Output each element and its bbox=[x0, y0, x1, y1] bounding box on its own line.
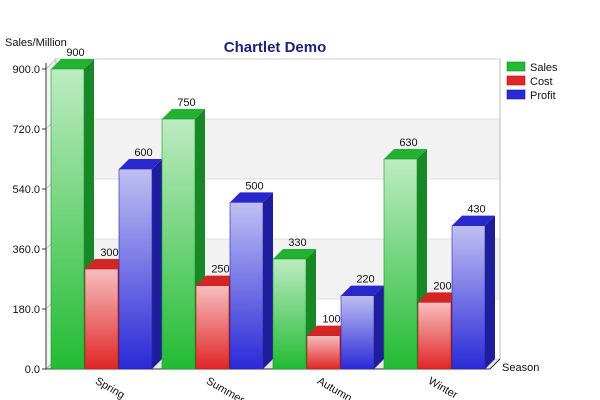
data-label-sales-autumn: 330 bbox=[288, 237, 306, 249]
legend-swatch-sales bbox=[506, 61, 526, 72]
bar-front bbox=[50, 68, 85, 370]
data-label-sales-winter: 630 bbox=[399, 137, 417, 149]
bar-front bbox=[340, 295, 375, 370]
y-tick-label: 540.0 bbox=[12, 184, 40, 196]
data-label-cost-winter: 200 bbox=[433, 280, 451, 292]
plot-band bbox=[56, 59, 500, 119]
bar-side bbox=[152, 159, 162, 369]
chart-title: Chartlet Demo bbox=[224, 39, 327, 56]
bars bbox=[50, 59, 495, 370]
x-tick-label: Summer bbox=[204, 375, 246, 400]
y-tick-label: 720.0 bbox=[12, 124, 40, 136]
data-label-sales-spring: 900 bbox=[66, 47, 84, 59]
bar-side bbox=[374, 285, 384, 369]
bar-side bbox=[485, 215, 495, 369]
y-tick-label: 360.0 bbox=[12, 244, 40, 256]
bar-front bbox=[229, 202, 264, 370]
x-tick-label: Winter bbox=[426, 375, 460, 400]
bar-front bbox=[195, 285, 230, 370]
bar-top bbox=[307, 325, 350, 336]
bar-front bbox=[417, 302, 452, 370]
y-tick-label: 180.0 bbox=[12, 304, 40, 316]
data-label-profit-spring: 600 bbox=[134, 147, 152, 159]
bar-top bbox=[418, 292, 461, 303]
bar-top bbox=[51, 59, 94, 69]
legend-label-sales: Sales bbox=[530, 62, 558, 74]
data-labels: 900 300 600 750 250 500 330 100 220 630 200 430 bbox=[66, 47, 485, 326]
bar-front bbox=[84, 268, 119, 370]
bar-front bbox=[306, 335, 341, 370]
bar-profit-summer bbox=[229, 192, 273, 370]
bar-front bbox=[118, 168, 153, 370]
bar-profit-autumn bbox=[340, 285, 384, 370]
x-tick-label: Autumn bbox=[315, 375, 354, 400]
data-label-cost-autumn: 100 bbox=[322, 314, 340, 326]
bar-front bbox=[161, 118, 196, 370]
x-axis-label: Season bbox=[502, 362, 539, 374]
x-axis-depth-line bbox=[489, 358, 501, 370]
bar-profit-winter bbox=[451, 215, 495, 370]
data-label-profit-summer: 500 bbox=[245, 180, 263, 192]
bar-top bbox=[452, 215, 495, 226]
bar-top bbox=[85, 259, 128, 269]
bar-top bbox=[119, 159, 162, 169]
bar-top bbox=[384, 149, 427, 159]
bar-side bbox=[263, 192, 273, 369]
legend-swatch-profit bbox=[506, 89, 526, 100]
data-label-cost-spring: 300 bbox=[100, 247, 118, 259]
bar-top bbox=[162, 109, 205, 119]
legend: Sales Cost Profit bbox=[506, 61, 558, 102]
data-label-profit-autumn: 220 bbox=[356, 274, 374, 286]
y-axis-label: Sales/Million bbox=[5, 37, 67, 49]
legend-label-cost: Cost bbox=[530, 76, 553, 88]
y-tick-label: 900.0 bbox=[12, 64, 40, 76]
legend-swatch-cost bbox=[506, 75, 526, 86]
data-label-profit-winter: 430 bbox=[467, 204, 485, 216]
bar-top bbox=[273, 249, 316, 259]
bar-front bbox=[451, 225, 486, 370]
bar-front bbox=[272, 258, 307, 370]
data-label-sales-summer: 750 bbox=[177, 97, 195, 109]
data-label-cost-summer: 250 bbox=[211, 264, 229, 276]
legend-label-profit: Profit bbox=[530, 90, 556, 102]
gridline-diag bbox=[45, 58, 57, 70]
y-tick-label: 0.0 bbox=[25, 364, 40, 376]
bar-top bbox=[230, 192, 273, 203]
x-tick-label: Spring bbox=[93, 375, 127, 400]
bar-top bbox=[196, 275, 239, 286]
bar-top bbox=[341, 285, 384, 296]
bar-profit-spring bbox=[118, 159, 162, 370]
bar-front bbox=[383, 158, 418, 370]
